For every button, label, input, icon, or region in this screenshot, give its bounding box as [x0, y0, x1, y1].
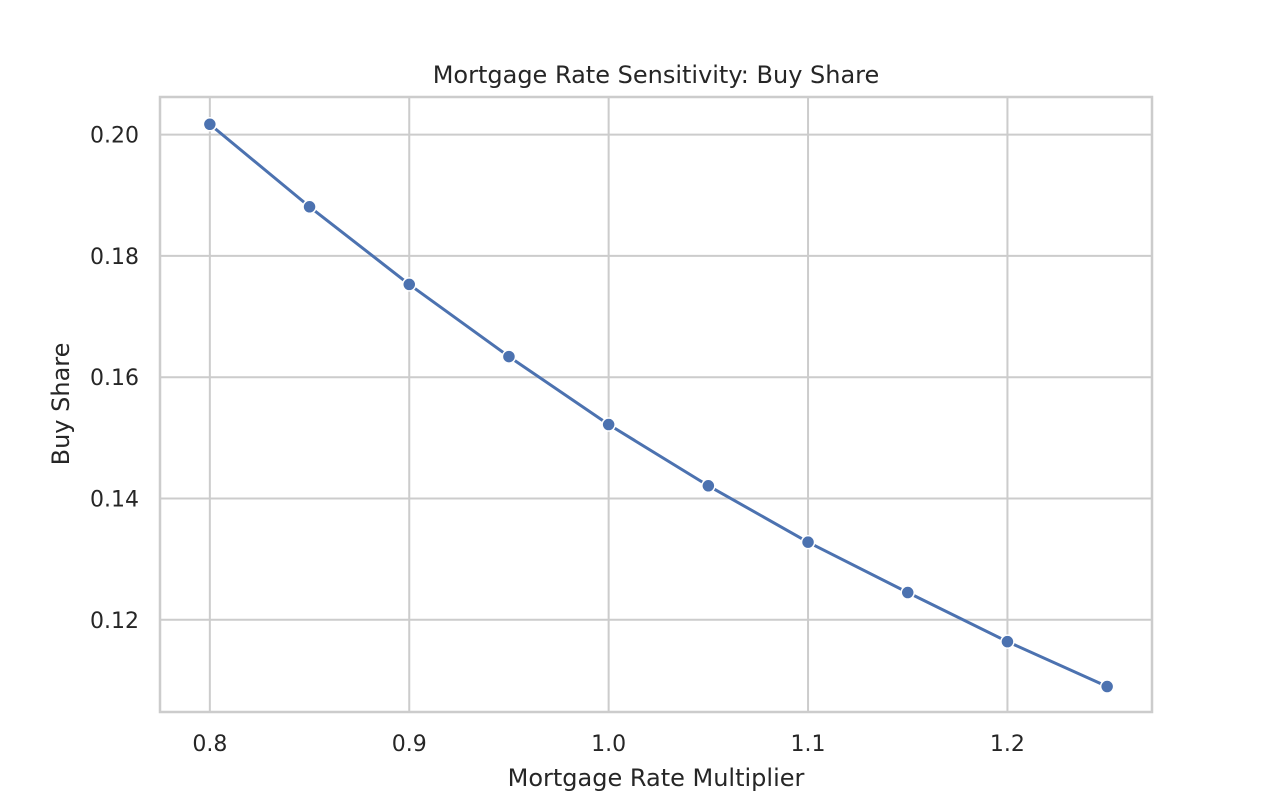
x-axis-label: Mortgage Rate Multiplier	[508, 764, 805, 792]
x-tick-label: 0.8	[192, 732, 227, 757]
data-point	[402, 277, 417, 292]
series-line	[208, 122, 1109, 689]
x-tick-label: 1.1	[791, 732, 826, 757]
x-tick-label: 1.0	[591, 732, 626, 757]
data-point	[701, 478, 716, 494]
y-gridlines	[160, 133, 1152, 621]
data-point	[302, 199, 317, 215]
data-point	[202, 117, 218, 132]
x-tick-label: 0.9	[392, 732, 427, 757]
y-tick-label: 0.14	[90, 488, 139, 513]
series-layer	[202, 117, 1115, 694]
data-point	[900, 585, 915, 600]
y-axis-label: Buy Share	[47, 343, 75, 466]
data-point	[1099, 679, 1115, 694]
x-gridlines	[208, 97, 1009, 712]
plot-area	[158, 95, 1154, 714]
data-point	[800, 534, 816, 550]
y-tick-label: 0.12	[90, 609, 139, 634]
plot-frame	[158, 95, 1154, 714]
y-tick-labels: 0.12 0.14 0.16 0.18 0.20	[90, 124, 139, 634]
x-tick-labels: 0.8 0.9 1.0 1.1 1.2	[192, 732, 1025, 757]
y-tick-label: 0.18	[90, 245, 139, 270]
x-tick-label: 1.2	[990, 732, 1025, 757]
data-point	[1000, 634, 1015, 649]
chart-title: Mortgage Rate Sensitivity: Buy Share	[433, 61, 880, 89]
y-tick-label: 0.16	[90, 366, 139, 391]
data-point	[601, 417, 616, 432]
y-tick-label: 0.20	[90, 124, 139, 149]
data-point	[501, 349, 517, 364]
